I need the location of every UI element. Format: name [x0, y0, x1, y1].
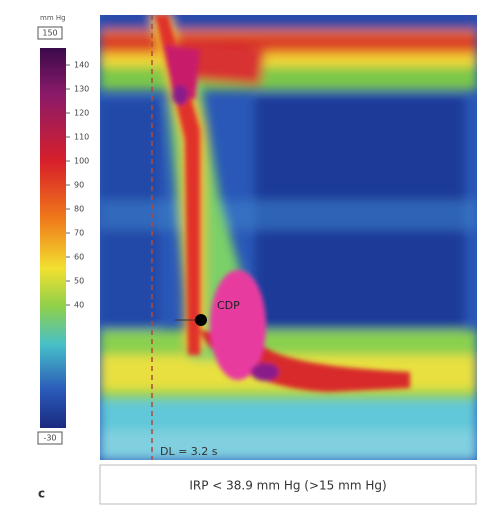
tick-label: 130 [74, 85, 89, 94]
tick-label: 70 [74, 229, 84, 238]
cdp-point [195, 314, 207, 326]
tick-label: 140 [74, 61, 89, 70]
colorbar-ticks: 140 130 120 110 100 90 80 70 60 50 40 [66, 61, 89, 310]
pressure-map [100, 10, 477, 460]
colorbar-unit: mm Hg [40, 14, 66, 22]
tick-label: 120 [74, 109, 89, 118]
colorbar-gradient [40, 48, 66, 428]
tick-label: 110 [74, 133, 89, 142]
tick-label: 50 [74, 277, 84, 286]
tick-label: 40 [74, 301, 84, 310]
bottom-box-label: -30 [43, 434, 56, 443]
panel-label: c [38, 487, 45, 501]
tick-label: 100 [74, 157, 89, 166]
cdp-label: CDP [217, 299, 240, 312]
tick-label: 90 [74, 181, 84, 190]
tick-label: 80 [74, 205, 84, 214]
irp-label: IRP < 38.9 mm Hg (>15 mm Hg) [189, 479, 386, 493]
figure: mm Hg 150 -30 140 130 120 110 100 90 80 70 60 50 4… [0, 0, 477, 505]
dl-label: DL = 3.2 s [160, 445, 218, 458]
colorbar: mm Hg 150 -30 140 130 120 110 100 90 80 70 60 50 4… [38, 14, 89, 444]
top-box-label: 150 [42, 29, 57, 38]
tick-label: 60 [74, 253, 84, 262]
